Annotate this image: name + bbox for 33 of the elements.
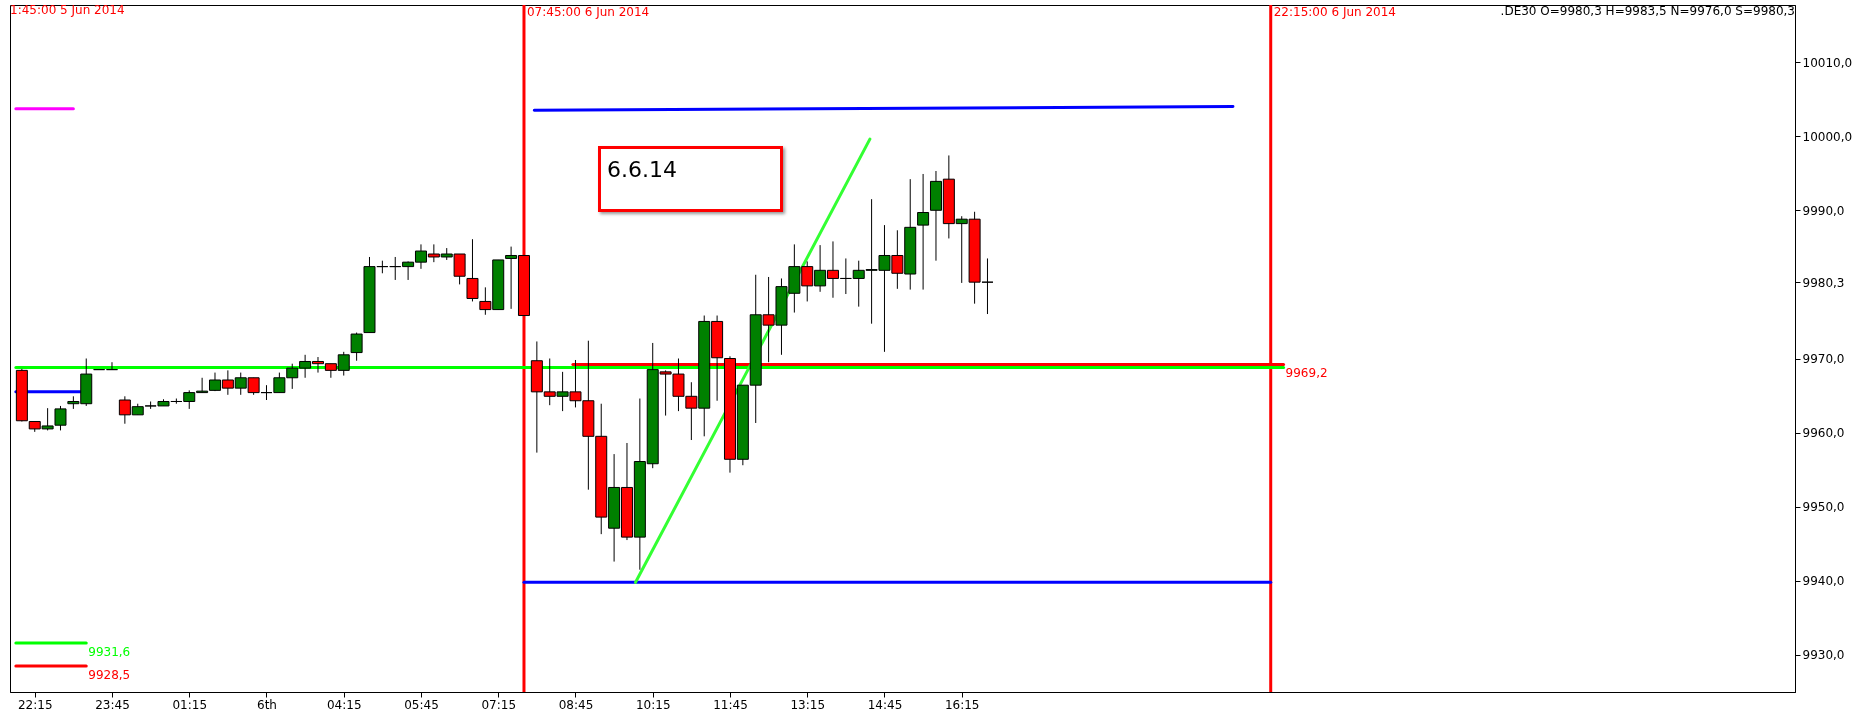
x-tick-label: 07:15: [481, 697, 517, 712]
x-tick-label: 08:45: [558, 697, 594, 712]
y-tick-label: 9950,0: [1802, 500, 1845, 515]
candlestick: [466, 238, 479, 302]
chart-title: .DE30 O=9980,3 H=9983,5 N=9976,0 S=9980,3: [1500, 4, 1795, 18]
y-tick-label: 9990,0: [1802, 203, 1845, 218]
data-label: 9969,2: [1285, 366, 1328, 381]
y-tick-label: 9940,0: [1802, 574, 1845, 589]
data-label: 9931,6: [88, 645, 131, 660]
x-tick-label: 16:15: [944, 697, 980, 712]
data-label: 9928,5: [88, 668, 131, 683]
x-tick-label: 6th: [257, 697, 277, 712]
y-tick-label: 10010,0: [1802, 55, 1853, 70]
x-tick-label: 01:15: [172, 697, 208, 712]
x-tick-label: 10:15: [635, 697, 671, 712]
candlestick: [350, 332, 363, 362]
y-tick-label: 10000,0: [1802, 129, 1853, 144]
y-tick-label: 9980,3: [1802, 275, 1845, 290]
y-tick-label: 9930,0: [1802, 648, 1845, 663]
y-tick-label: 9960,0: [1802, 426, 1845, 441]
x-tick-label: 13:15: [790, 697, 826, 712]
candlestick: [917, 173, 930, 291]
ref-line-label: 07:45:00 6 Jun 2014: [526, 5, 650, 19]
y-tick-label: 9970,0: [1802, 352, 1845, 366]
x-tick-label: 11:45: [713, 697, 748, 712]
x-tick-label: 14:45: [867, 697, 903, 712]
x-tick-label: 22:15: [17, 697, 53, 712]
x-tick-label: 05:45: [404, 697, 439, 712]
annotation: 1:45:00 5 Jun 2014: [10, 3, 125, 17]
x-tick-label: 23:45: [95, 697, 130, 712]
note-box: 6.6.14: [598, 146, 783, 212]
ref-line-label: 22:15:00 6 Jun 2014: [1273, 5, 1396, 19]
x-tick-label: 04:15: [326, 697, 362, 712]
